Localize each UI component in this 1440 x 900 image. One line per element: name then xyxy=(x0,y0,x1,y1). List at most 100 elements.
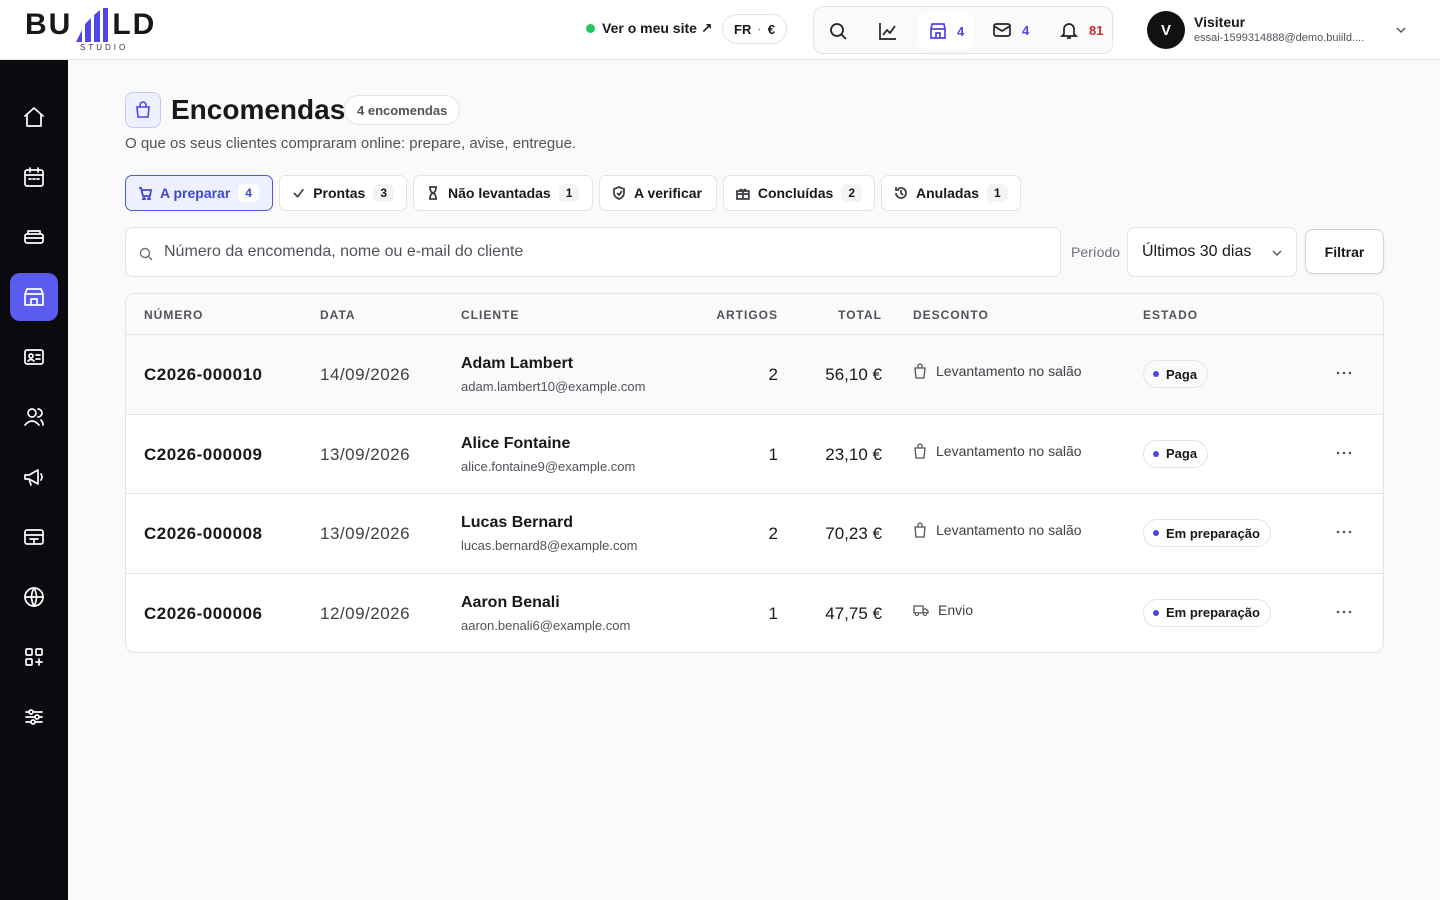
status-text: Em preparação xyxy=(1166,605,1260,620)
client-name: Lucas Bernard xyxy=(461,514,574,531)
logo-text: LD xyxy=(112,8,157,41)
locale: FR xyxy=(734,21,752,37)
item-count: 2 xyxy=(768,365,778,384)
client-email: adam.lambert10@example.com xyxy=(461,379,646,394)
search-icon[interactable] xyxy=(828,21,848,41)
row-menu[interactable] xyxy=(1336,365,1352,386)
site-link[interactable]: Ver o meu site ↗ xyxy=(586,20,713,37)
user-email: essai-1599314888@demo.buiild.... xyxy=(1194,32,1365,44)
order-row[interactable]: C2026-000009 13/09/2026 Alice Fontaine alic… xyxy=(126,413,1383,494)
discount: Levantamento no salão xyxy=(913,443,1082,459)
status-badge: Em preparação xyxy=(1143,598,1271,627)
nav-settings[interactable] xyxy=(10,693,58,741)
nav-services[interactable] xyxy=(10,213,58,261)
currency: € xyxy=(767,21,775,37)
discount: Levantamento no salão xyxy=(913,522,1082,538)
order-row[interactable]: C2026-000006 12/09/2026 Aaron Benali aaron.… xyxy=(126,572,1383,653)
order-row[interactable]: C2026-000010 14/09/2026 Adam Lambert adam.l… xyxy=(126,334,1383,414)
user-name: Visiteur xyxy=(1194,14,1246,30)
client-name: Aaron Benali xyxy=(461,593,560,611)
page-subtitle: O que os seus clientes compraram online:… xyxy=(125,135,577,152)
period-select[interactable]: Últimos 30 dias xyxy=(1127,227,1297,277)
table-header: NÚMERO DATA CLIENTE ARTIGOS TOTAL DESCONTO EST… xyxy=(126,294,1383,334)
tab-count: 3 xyxy=(373,184,394,202)
status-badge: Em preparação xyxy=(1143,519,1271,547)
tab-label: A verificar xyxy=(634,185,702,201)
locale-selector[interactable]: FR · € xyxy=(722,14,787,44)
column-header: TOTAL xyxy=(838,308,882,322)
status-text: Paga xyxy=(1166,446,1198,461)
order-date: 13/09/2026 xyxy=(320,524,411,543)
status-text: Em preparação xyxy=(1166,525,1260,541)
filter-button[interactable]: Filtrar xyxy=(1305,229,1384,274)
row-menu[interactable] xyxy=(1336,445,1352,466)
nav-website[interactable] xyxy=(10,573,58,621)
row-menu[interactable] xyxy=(1336,604,1352,625)
notification-count: 81 xyxy=(1089,22,1104,38)
tab-count: 4 xyxy=(238,184,259,202)
client-name: Adam Lambert xyxy=(461,355,574,372)
order-number: C2026-000006 xyxy=(144,603,263,623)
status-text: Paga xyxy=(1166,366,1198,382)
top-bar: BU LD STUDIO Ver o meu site ↗ FR · € 4 4 8… xyxy=(0,0,1440,60)
store-button[interactable]: 4 xyxy=(918,13,974,49)
period-value: Últimos 30 dias xyxy=(1142,243,1252,260)
nav-shop[interactable] xyxy=(10,273,58,321)
nav-apps[interactable] xyxy=(10,633,58,681)
filter-tab[interactable]: Concluídas 2 xyxy=(723,175,875,211)
logo-text: BU xyxy=(25,8,73,41)
mail-count: 4 xyxy=(1022,22,1030,38)
notification-button[interactable]: 81 xyxy=(1059,20,1103,40)
period-label: Período xyxy=(1071,244,1121,260)
tab-count: 2 xyxy=(841,184,862,202)
order-total: 70,23 € xyxy=(825,524,882,543)
nav-marketing[interactable] xyxy=(10,453,58,501)
nav-clients[interactable] xyxy=(10,393,58,441)
page-icon xyxy=(125,92,161,128)
order-number: C2026-000009 xyxy=(144,444,263,464)
filter-tab[interactable]: Prontas 3 xyxy=(279,175,407,211)
order-number: C2026-000008 xyxy=(144,524,263,543)
column-header: ESTADO xyxy=(1143,308,1199,322)
discount: Levantamento no salão xyxy=(913,363,1082,379)
logo-subtitle: STUDIO xyxy=(80,43,129,52)
search-box[interactable]: Número da encomenda, nome ou e-mail do c… xyxy=(125,227,1061,277)
item-count: 1 xyxy=(768,444,778,464)
row-menu[interactable] xyxy=(1336,524,1352,545)
client-email: aaron.benali6@example.com xyxy=(461,617,631,633)
filter-tab[interactable]: Não levantadas 1 xyxy=(413,175,593,211)
mail-button[interactable]: 4 xyxy=(992,20,1029,40)
column-header: DESCONTO xyxy=(913,308,989,322)
column-header: NÚMERO xyxy=(144,308,204,322)
sidebar xyxy=(0,60,68,900)
column-header: CLIENTE xyxy=(461,308,520,322)
filter-tab[interactable]: A verificar xyxy=(599,175,717,211)
client-email: alice.fontaine9@example.com xyxy=(461,458,636,474)
status-badge: Paga xyxy=(1143,439,1209,468)
client-email: lucas.bernard8@example.com xyxy=(461,538,638,553)
order-total: 23,10 € xyxy=(825,444,882,464)
item-count: 2 xyxy=(768,524,778,543)
nav-calendar[interactable] xyxy=(10,153,58,201)
order-row[interactable]: C2026-000008 13/09/2026 Lucas Bernard lucas… xyxy=(126,493,1383,573)
toolbar: 4 4 81 xyxy=(813,6,1113,54)
nav-contacts[interactable] xyxy=(10,333,58,381)
order-date: 14/09/2026 xyxy=(320,365,411,384)
avatar[interactable]: V xyxy=(1147,11,1185,49)
stats-icon[interactable] xyxy=(878,21,898,41)
nav-home[interactable] xyxy=(10,93,58,141)
tab-label: Prontas xyxy=(313,185,366,201)
tab-label: Não levantadas xyxy=(448,185,551,201)
discount: Envio xyxy=(913,602,973,618)
discount-text: Levantamento no salão xyxy=(936,442,1082,459)
user-menu-chevron[interactable] xyxy=(1395,25,1407,35)
filter-tab[interactable]: A preparar 4 xyxy=(125,175,273,211)
status-badge: Paga xyxy=(1143,360,1209,388)
nav-payments[interactable] xyxy=(10,513,58,561)
tab-count: 1 xyxy=(558,184,580,202)
logo[interactable]: BU LD xyxy=(25,8,156,42)
tab-label: Anuladas xyxy=(916,185,980,201)
filter-tab[interactable]: Anuladas 1 xyxy=(881,175,1021,211)
